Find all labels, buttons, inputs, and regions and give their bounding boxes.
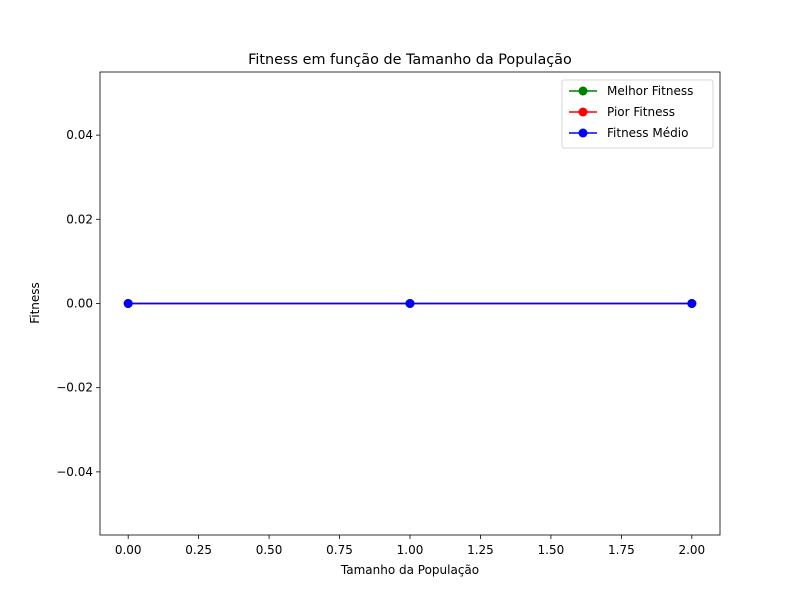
x-axis-label: Tamanho da População bbox=[340, 563, 479, 577]
y-tick-label: 0.00 bbox=[66, 297, 93, 311]
x-tick-label: 1.50 bbox=[538, 543, 565, 557]
legend-marker bbox=[578, 86, 588, 96]
x-tick-label: 2.00 bbox=[678, 543, 705, 557]
x-axis-ticks: 0.00 0.25 0.50 0.75 1.00 1.25 1.50 1.75 2.00 bbox=[115, 535, 705, 557]
y-axis-ticks: −0.04 −0.02 0.00 0.02 0.04 bbox=[56, 128, 100, 479]
data-point bbox=[405, 299, 415, 308]
data-point bbox=[687, 299, 697, 308]
legend-marker bbox=[578, 107, 588, 117]
x-tick-label: 0.25 bbox=[185, 543, 212, 557]
y-tick-label: 0.04 bbox=[66, 128, 93, 142]
legend-marker bbox=[578, 128, 588, 138]
legend-label: Melhor Fitness bbox=[607, 84, 693, 98]
x-tick-label: 1.00 bbox=[397, 543, 424, 557]
x-tick-label: 0.75 bbox=[326, 543, 353, 557]
data-point bbox=[123, 299, 133, 308]
legend: Melhor Fitness Pior Fitness Fitness Médio bbox=[561, 79, 714, 149]
x-tick-label: 1.25 bbox=[467, 543, 494, 557]
y-tick-label: 0.02 bbox=[66, 212, 93, 226]
x-tick-label: 0.50 bbox=[256, 543, 283, 557]
series-2 bbox=[123, 299, 697, 308]
y-axis-label: Fitness bbox=[28, 282, 42, 324]
y-tick-label: −0.04 bbox=[56, 465, 93, 479]
x-tick-label: 0.00 bbox=[115, 543, 142, 557]
legend-box bbox=[561, 79, 714, 149]
legend-entry: Melhor Fitness bbox=[569, 84, 693, 98]
legend-entry: Fitness Médio bbox=[569, 126, 688, 140]
legend-label: Pior Fitness bbox=[607, 105, 675, 119]
chart-title: Fitness em função de Tamanho da Populaçã… bbox=[248, 52, 572, 68]
x-tick-label: 1.75 bbox=[608, 543, 635, 557]
legend-label: Fitness Médio bbox=[607, 126, 688, 140]
y-tick-label: −0.02 bbox=[56, 381, 93, 395]
legend-entry: Pior Fitness bbox=[569, 105, 675, 119]
